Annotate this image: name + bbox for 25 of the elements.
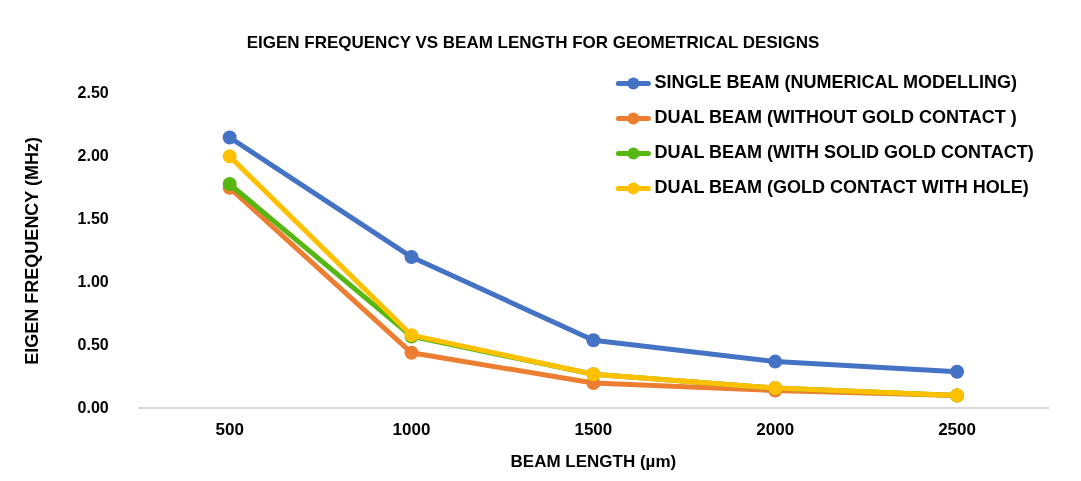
y-tick-label: 0.00 xyxy=(77,398,109,416)
chart-title: EIGEN FREQUENCY VS BEAM LENGTH FOR GEOMETRICAL DESIGNS xyxy=(246,32,820,52)
y-tick-label: 1.00 xyxy=(77,272,109,290)
y-tick-label: 2.50 xyxy=(77,83,109,101)
x-tick-label: 1500 xyxy=(574,420,613,440)
legend-label: DUAL BEAM (WITH SOLID GOLD CONTACT) xyxy=(654,142,1034,163)
legend-label: SINGLE BEAM (NUMERICAL MODELLING) xyxy=(654,72,1018,93)
x-tick-label: 500 xyxy=(215,420,244,440)
x-tick-label: 2500 xyxy=(938,420,976,440)
point xyxy=(222,130,237,145)
legend-label: DUAL BEAM (GOLD CONTACT WITH HOLE) xyxy=(654,177,1029,198)
point xyxy=(404,345,419,360)
point xyxy=(586,333,601,348)
y-tick-label: 0.50 xyxy=(77,335,109,353)
legend-label: DUAL BEAM (WITHOUT GOLD CONTACT ) xyxy=(654,107,1017,128)
point xyxy=(950,364,965,379)
point xyxy=(404,250,419,265)
point xyxy=(768,354,783,369)
x-tick-label: 2000 xyxy=(756,420,795,440)
y-tick-label: 1.50 xyxy=(77,209,109,227)
y-tick-label: 2.00 xyxy=(77,146,109,164)
y-axis-title: EIGEN FREQUENCY (MHz) xyxy=(21,136,42,365)
x-axis-title: BEAM LENGTH (µm) xyxy=(510,452,677,472)
x-tick-label: 1000 xyxy=(392,420,431,440)
point xyxy=(222,149,237,164)
